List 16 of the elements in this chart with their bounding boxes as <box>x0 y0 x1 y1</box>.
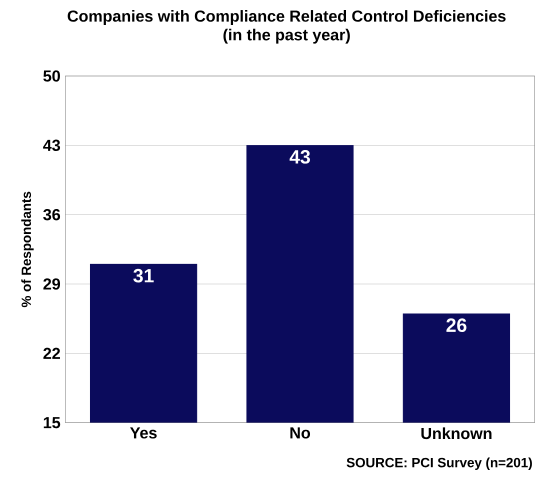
chart-subtitle: (in the past year) <box>223 28 350 44</box>
y-tick-label: 43 <box>43 140 60 152</box>
y-tick-label: 50 <box>43 70 60 82</box>
x-tick-label: No <box>290 427 310 439</box>
y-tick-label: 36 <box>43 209 60 220</box>
x-tick-label: Yes <box>130 427 157 439</box>
data-label: 43 <box>290 150 310 164</box>
y-tick-label: 29 <box>43 278 60 290</box>
x-tick-label: Unknown <box>421 427 492 440</box>
data-label: 26 <box>446 318 466 332</box>
y-tick-label: 15 <box>44 417 60 428</box>
y-axis-title: % of Respondants <box>21 192 34 308</box>
data-label: 31 <box>133 268 154 283</box>
chart-title: Companies with Compliance Related Control Deficiencies <box>68 10 506 25</box>
source-note: SOURCE: PCI Survey (n=201) <box>346 458 532 470</box>
y-tick-label: 22 <box>43 348 60 359</box>
